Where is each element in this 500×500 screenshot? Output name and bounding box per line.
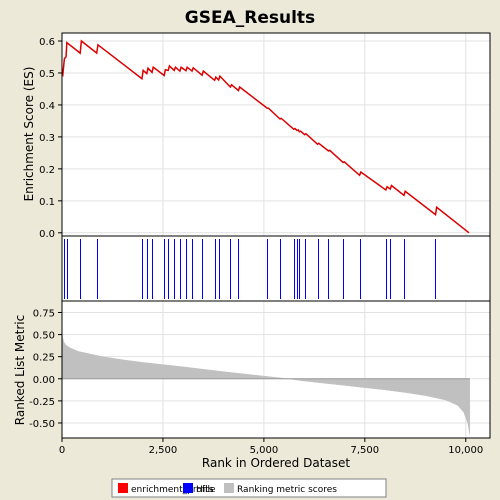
- ranking-metric-fill: [61, 332, 471, 435]
- legend-label: Ranking metric scores: [237, 485, 337, 495]
- x-tick-label: 0: [59, 445, 65, 456]
- legend-swatch: [118, 483, 128, 493]
- es-panel: [62, 33, 490, 236]
- metric-y-ticks: -0.50 -0.25 0.00 0.25 0.50 0.75: [29, 308, 62, 430]
- metric-y-tick-label: 0.25: [33, 353, 55, 364]
- hits-panel: [62, 236, 490, 301]
- legend-swatch: [183, 483, 193, 493]
- legend-label: Hits: [196, 485, 214, 495]
- legend-swatch: [224, 483, 234, 493]
- es-y-tick-label: 0.5: [39, 69, 55, 80]
- es-y-tick-label: 0.6: [39, 37, 55, 48]
- enrichment-profile: [61, 39, 470, 234]
- enrichment-profile-line: [61, 39, 470, 234]
- x-tick-label: 7,500: [351, 445, 380, 456]
- metric-y-tick-label: 0.50: [33, 331, 55, 342]
- es-y-ticks: 0.0 0.1 0.2 0.3 0.4 0.5 0.6: [39, 37, 62, 240]
- chart-title: GSEA_Results: [185, 8, 315, 28]
- x-tick-label: 10,000: [448, 445, 483, 456]
- metric-y-tick-label: -0.25: [29, 397, 55, 408]
- x-axis-label: Rank in Ordered Dataset: [202, 456, 350, 470]
- ranking-metric-area: [61, 332, 471, 435]
- es-y-tick-label: 0.1: [39, 197, 55, 208]
- x-tick-label: 2,500: [149, 445, 178, 456]
- x-ticks: 0 2,500 5,000 7,500 10,000: [59, 438, 483, 456]
- es-y-tick-label: 0.3: [39, 133, 55, 144]
- metric-y-tick-label: 0.75: [33, 308, 55, 319]
- es-y-axis-label: Enrichment Score (ES): [22, 67, 36, 202]
- hit-markers: [64, 239, 436, 299]
- metric-y-tick-label: -0.50: [29, 419, 55, 430]
- legend-label: enrichment_profile: [131, 485, 216, 495]
- metric-y-tick-label: 0.00: [33, 375, 55, 386]
- es-y-tick-label: 0.4: [39, 101, 55, 112]
- x-tick-label: 5,000: [250, 445, 279, 456]
- es-y-tick-label: 0.2: [39, 165, 55, 176]
- metric-y-axis-label: Ranked List Metric: [13, 315, 27, 425]
- es-y-tick-label: 0.0: [39, 229, 55, 240]
